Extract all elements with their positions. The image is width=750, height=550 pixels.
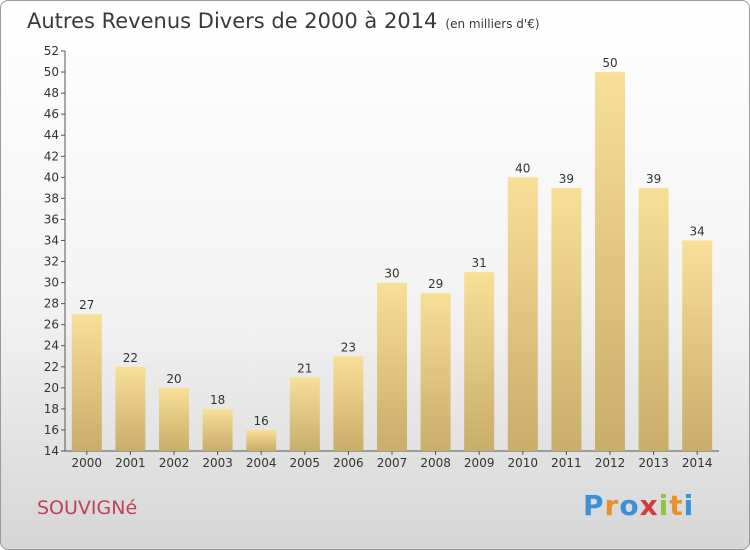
- x-tick-label-2005: 2005: [290, 456, 321, 470]
- bar-2007: [377, 282, 407, 451]
- y-tick-label: 34: [44, 233, 59, 247]
- bar-2012: [595, 72, 625, 451]
- bar-2000: [71, 314, 102, 451]
- chart-title: Autres Revenus Divers de 2000 à 2014 (en …: [27, 9, 540, 33]
- data-label-2000: 27: [79, 298, 94, 312]
- x-tick-label-2006: 2006: [333, 456, 364, 470]
- bar-2013: [638, 187, 669, 451]
- logo-letter: r: [604, 489, 620, 522]
- y-tick-label: 38: [44, 191, 59, 205]
- axes: 14 16 18 20 22 24 26 28 30 32 34 36 38 40 42 44 46 48 50 52…: [44, 44, 719, 470]
- data-label-2013: 39: [646, 172, 661, 186]
- data-label-2007: 30: [384, 267, 399, 281]
- y-tick-label: 52: [44, 44, 59, 58]
- y-tick-label: 22: [44, 360, 59, 374]
- data-label-2014: 34: [690, 224, 705, 238]
- y-tick-label: 30: [44, 276, 59, 290]
- y-tick-label: 26: [44, 318, 59, 332]
- y-tick-label: 48: [44, 86, 59, 100]
- data-label-2009: 31: [472, 256, 487, 270]
- logo-letter: t: [669, 489, 684, 522]
- data-label-2005: 21: [297, 361, 312, 375]
- x-tick-label-2011: 2011: [551, 456, 582, 470]
- y-tick-label: 28: [44, 297, 59, 311]
- x-tick-label-2001: 2001: [115, 456, 146, 470]
- data-label-2010: 40: [515, 161, 530, 175]
- y-tick-label: 40: [44, 170, 59, 184]
- y-tick-label: 14: [44, 444, 59, 458]
- y-tick-label: 36: [44, 212, 59, 226]
- x-tick-label-2009: 2009: [464, 456, 495, 470]
- x-tick-label-2014: 2014: [682, 456, 713, 470]
- y-tick-label: 42: [44, 149, 59, 163]
- bar-2004: [246, 429, 277, 451]
- y-tick-label: 16: [44, 423, 59, 437]
- location-name: SOUVIGNé: [37, 497, 138, 519]
- bar-2006: [333, 356, 364, 451]
- y-tick-label: 46: [44, 107, 59, 121]
- chart-title-text: Autres Revenus Divers de 2000 à 2014: [27, 9, 438, 33]
- bar-2008: [420, 293, 451, 451]
- data-label-2002: 20: [166, 372, 181, 386]
- logo-letter: i: [658, 489, 670, 522]
- data-label-2004: 16: [254, 414, 269, 428]
- bar-2014: [682, 240, 713, 451]
- logo-letter: x: [639, 489, 659, 522]
- x-tick-label-2003: 2003: [202, 456, 233, 470]
- x-tick-label-2004: 2004: [246, 456, 277, 470]
- logo-letter: P: [583, 489, 605, 522]
- y-tick-label: 18: [44, 402, 59, 416]
- x-tick-label-2002: 2002: [159, 456, 190, 470]
- bars: [71, 72, 713, 451]
- y-tick-label: 32: [44, 255, 59, 269]
- data-label-2006: 23: [341, 340, 356, 354]
- logo-letter: i: [683, 489, 695, 522]
- bar-2009: [464, 272, 495, 451]
- y-tick-label: 20: [44, 381, 59, 395]
- x-tick-label-2012: 2012: [595, 456, 626, 470]
- data-label-2008: 29: [428, 277, 443, 291]
- y-tick-label: 24: [44, 339, 59, 353]
- proxiti-logo: Proxiti: [583, 489, 694, 522]
- x-tick-label-2010: 2010: [508, 456, 539, 470]
- bar-2005: [289, 377, 320, 451]
- data-label-2011: 39: [559, 172, 574, 186]
- bar-2001: [115, 366, 146, 451]
- labels: 27 22 20 18 16 21 23 30 29 31 40 39 50 39 34: [79, 56, 705, 428]
- y-tick-label: 50: [44, 65, 59, 79]
- x-tick-label-2008: 2008: [420, 456, 451, 470]
- x-tick-label-2007: 2007: [377, 456, 408, 470]
- bar-2002: [159, 387, 189, 451]
- chart-unit: (en milliers d'€): [445, 17, 540, 31]
- x-tick-label-2013: 2013: [638, 456, 669, 470]
- bar-2011: [551, 187, 582, 451]
- logo-letter: o: [619, 489, 640, 522]
- data-label-2012: 50: [602, 56, 617, 70]
- data-label-2003: 18: [210, 393, 225, 407]
- bar-2003: [202, 408, 233, 451]
- y-tick-label: 44: [44, 128, 59, 142]
- x-tick-label-2000: 2000: [72, 456, 103, 470]
- bar-2010: [507, 177, 538, 451]
- data-label-2001: 22: [123, 351, 138, 365]
